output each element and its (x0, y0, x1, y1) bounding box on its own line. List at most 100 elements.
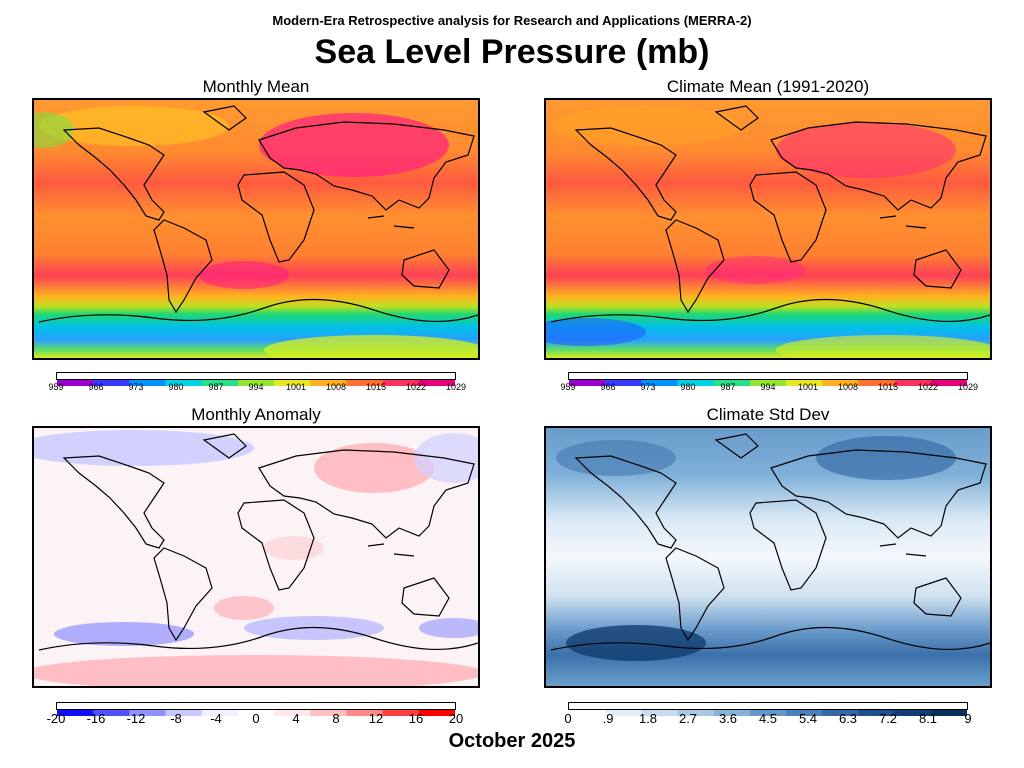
colorbar-swatch (677, 710, 715, 716)
colorbar-swatch (93, 380, 131, 386)
figure-subtitle: Modern-Era Retrospective analysis for Re… (272, 13, 752, 28)
colorbar-tick-label: 0 (564, 711, 572, 726)
colorbar-tick-label: -8 (170, 711, 182, 726)
colorbar-pressure-right (568, 372, 968, 386)
colorbar-swatch (858, 380, 896, 386)
colorbar-tick-label: 987 (720, 382, 736, 392)
colorbar-swatch (605, 380, 643, 386)
colorbar-swatch (713, 380, 751, 386)
colorbar-tick-label: 12 (368, 711, 384, 726)
colorbar-swatch (605, 710, 643, 716)
map-climate-mean (544, 98, 992, 360)
map-monthly-anomaly (32, 426, 480, 688)
colorbar-swatch (129, 710, 167, 716)
coastline-overlay (38, 105, 478, 323)
colorbar-swatch (641, 710, 679, 716)
figure-title: Sea Level Pressure (mb) (314, 33, 710, 71)
colorbar-tick-label: 994 (760, 382, 776, 392)
colorbar-swatch (677, 380, 715, 386)
colorbar-tick-label: 4.5 (758, 711, 778, 726)
colorbar-tick-label: 5.4 (798, 711, 818, 726)
colorbar-swatch (346, 710, 384, 716)
colorbar-tick-label: 9 (964, 711, 972, 726)
colorbar-swatch (418, 380, 456, 386)
colorbar-swatch (57, 710, 94, 716)
colorbar-swatch (129, 380, 167, 386)
colorbar-tick-label: 1.8 (638, 711, 658, 726)
colorbar-tick-label: 980 (680, 382, 696, 392)
colorbar-swatches (569, 380, 968, 386)
colorbar-ticks-pressure-left: 959 966 973 980 987 994 1001 1008 1015 1022 1029 (48, 382, 466, 396)
coastline-overlay (38, 433, 478, 651)
map-monthly-mean (32, 98, 480, 360)
colorbar-swatch (749, 710, 787, 716)
colorbar-pressure-left (56, 372, 456, 386)
panel-title-climate-mean: Climate Mean (1991-2020) (666, 77, 870, 96)
coastline-overlay (550, 433, 990, 651)
colorbar-swatch (382, 380, 420, 386)
colorbar-swatch (346, 380, 384, 386)
colorbar-tick-label: 973 (128, 382, 144, 392)
colorbar-tick-label: 959 (48, 382, 64, 392)
colorbar-swatches (569, 710, 968, 716)
colorbar-swatch (237, 710, 275, 716)
panel-title-monthly-anomaly: Monthly Anomaly (191, 405, 321, 424)
colorbar-tick-label: 6.3 (838, 711, 858, 726)
colorbar-swatch (930, 710, 968, 716)
colorbar-tick-label: 980 (168, 382, 184, 392)
colorbar-tick-label: 1022 (917, 382, 939, 392)
colorbar-tick-label: -16 (86, 711, 106, 726)
colorbar-ticks-pressure-right: 959 966 973 980 987 994 1001 1008 1015 1022 1029 (560, 382, 978, 396)
colorbar-swatch (894, 710, 932, 716)
colorbar-swatch (858, 710, 896, 716)
colorbar-swatch (786, 710, 823, 716)
colorbar-swatch (165, 710, 203, 716)
colorbar-tick-label: 0 (252, 711, 260, 726)
colorbar-tick-label: 16 (408, 711, 424, 726)
colorbar-tick-label: -4 (210, 711, 222, 726)
colorbar-tick-label: 987 (208, 382, 224, 392)
colorbar-tick-label: 20 (448, 711, 464, 726)
colorbar-stddev (568, 702, 968, 716)
colorbar-swatch (894, 380, 932, 386)
colorbar-tick-label: 7.2 (878, 711, 898, 726)
colorbar-swatch (274, 710, 311, 716)
coastline-overlay (550, 105, 990, 323)
colorbar-swatch (57, 380, 94, 386)
colorbar-swatch (93, 710, 131, 716)
colorbar-tick-label: 1029 (445, 382, 467, 392)
colorbar-tick-label: 1022 (405, 382, 427, 392)
colorbar-swatch (382, 710, 420, 716)
colorbar-tick-label: 4 (292, 711, 300, 726)
colorbar-tick-label: 959 (560, 382, 576, 392)
panel-title-monthly-mean: Monthly Mean (202, 77, 310, 96)
colorbar-swatch (569, 380, 606, 386)
map-climate-std-dev (544, 426, 992, 688)
colorbar-tick-label: 973 (640, 382, 656, 392)
colorbar-swatch (201, 710, 239, 716)
colorbar-tick-label: -12 (126, 711, 146, 726)
colorbar-tick-label: 966 (88, 382, 104, 392)
panel-title-climate-std-dev: Climate Std Dev (706, 405, 830, 424)
colorbar-tick-label: 994 (248, 382, 264, 392)
colorbar-tick-label: 1001 (797, 382, 819, 392)
colorbar-tick-label: .9 (602, 711, 614, 726)
colorbar-swatch (310, 380, 348, 386)
colorbar-tick-label: 8.1 (918, 711, 938, 726)
colorbar-swatch (569, 710, 606, 716)
colorbar-tick-label: -20 (46, 711, 66, 726)
colorbar-tick-label: 8 (332, 711, 340, 726)
colorbar-tick-label: 1015 (365, 382, 387, 392)
colorbar-tick-label: 2.7 (678, 711, 698, 726)
colorbar-tick-label: 3.6 (718, 711, 738, 726)
colorbar-swatch (274, 380, 311, 386)
colorbar-ticks-stddev: 0 .9 1.8 2.7 3.6 4.5 5.4 6.3 7.2 8.1 9 (564, 711, 972, 726)
colorbar-ticks-anomaly: -20 -16 -12 -8 -4 0 4 8 12 16 20 (47, 711, 464, 726)
colorbar-swatches (57, 710, 456, 716)
colorbar-swatch (713, 710, 751, 716)
colorbar-tick-label: 1029 (957, 382, 979, 392)
colorbar-tick-label: 966 (600, 382, 616, 392)
colorbar-swatch (310, 710, 348, 716)
colorbar-tick-label: 1015 (877, 382, 899, 392)
colorbar-swatch (822, 710, 860, 716)
